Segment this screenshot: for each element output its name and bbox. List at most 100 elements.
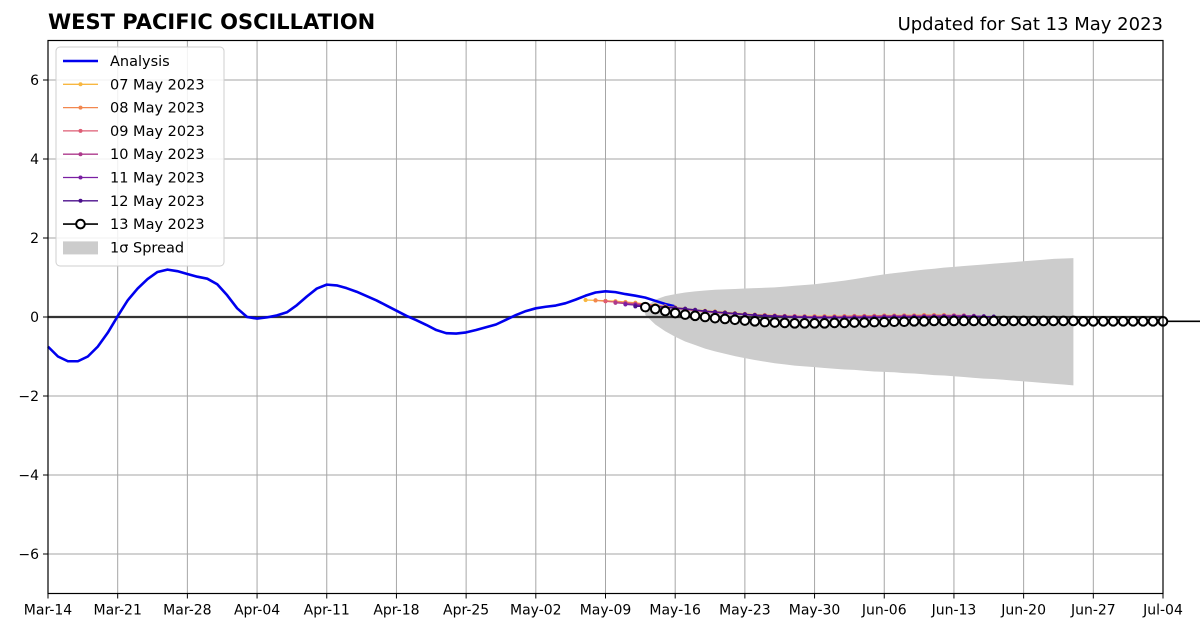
x-tick-label: May-30	[789, 603, 841, 619]
analysis-series	[47, 268, 676, 363]
x-axis: Mar-14 Mar-21 Mar-28 Apr-04 Apr-11 Apr-18 Apr-…	[24, 593, 1183, 619]
forecast-point	[769, 317, 781, 328]
legend-marker	[78, 175, 83, 180]
forecast-point	[968, 315, 980, 327]
legend-box	[55, 46, 225, 267]
y-axis: −6 −4 −2 0 2 4 6	[18, 73, 48, 563]
forecast-point	[1097, 316, 1109, 327]
legend-entry: 13 May 2023	[63, 217, 205, 233]
x-tick-label: Apr-11	[304, 603, 350, 619]
legend-entry: 09 May 2023	[63, 124, 205, 140]
forecast-point	[739, 315, 751, 326]
x-tick-label: Apr-25	[443, 603, 489, 619]
forecast-point	[699, 311, 711, 323]
x-tick-label: Jun-13	[931, 603, 977, 619]
legend-label: 07 May 2023	[110, 77, 205, 93]
forecast-point	[583, 297, 588, 303]
forecast-point	[613, 300, 618, 305]
chart-subtitle: Updated for Sat 13 May 2023	[898, 14, 1163, 35]
legend-label: 11 May 2023	[110, 171, 205, 187]
x-tick-label: Mar-28	[163, 603, 211, 619]
forecast-point	[958, 315, 970, 327]
forecast-point	[809, 318, 820, 329]
x-tick-label: May-02	[510, 603, 562, 619]
forecast-point	[649, 303, 661, 315]
legend-marker	[78, 82, 83, 87]
y-tick-label: −6	[18, 547, 39, 563]
legend-label: 1σ Spread	[110, 240, 184, 256]
x-tick-label: Mar-14	[24, 603, 72, 619]
x-tick-label: Jun-27	[1070, 603, 1116, 619]
forecast-point	[633, 304, 638, 309]
forecast-point	[948, 315, 960, 327]
forecast-point	[829, 317, 840, 329]
forecast-point	[1147, 316, 1159, 327]
y-tick-label: −4	[18, 468, 39, 484]
forecast-point	[1078, 316, 1089, 327]
y-tick-label: 0	[30, 310, 39, 326]
forecast-point	[908, 316, 920, 327]
chart-title: WEST PACIFIC OSCILLATION	[48, 10, 375, 34]
forecast-point	[819, 318, 830, 329]
y-tick-label: −2	[18, 389, 39, 405]
forecast-point	[593, 298, 598, 303]
forecast-point	[779, 317, 790, 329]
legend-marker	[78, 198, 83, 203]
forecast-point	[759, 316, 771, 328]
forecast-point	[1008, 315, 1019, 327]
forecast-point	[729, 314, 741, 326]
forecast-point	[799, 318, 810, 329]
forecast-point	[689, 310, 701, 322]
legend-label: 12 May 2023	[110, 194, 205, 210]
legend-label: 10 May 2023	[110, 147, 205, 163]
legend-entry: 11 May 2023	[63, 171, 205, 187]
x-tick-label: Mar-21	[93, 603, 141, 619]
legend: Analysis 07 May 2023 08 May 2023 09 May 202…	[55, 46, 225, 267]
legend-entry: Analysis	[63, 54, 170, 70]
forecast-point	[1058, 315, 1069, 327]
forecast-point	[640, 301, 651, 313]
forecast-point	[888, 316, 900, 328]
legend-marker	[75, 218, 86, 230]
legend-entry: 1σ Spread	[63, 240, 184, 256]
x-tick-label: Jun-06	[861, 603, 907, 619]
x-tick-label: Jul-04	[1142, 603, 1183, 619]
forecast-point	[849, 317, 860, 328]
forecast-point	[749, 316, 761, 327]
forecast-point	[719, 313, 731, 325]
forecast-point	[898, 316, 910, 328]
forecast-point	[603, 299, 608, 304]
x-tick-label: May-23	[719, 603, 771, 619]
legend-entry: 12 May 2023	[63, 194, 205, 210]
legend-entry: 08 May 2023	[63, 101, 205, 117]
forecast-series-group	[583, 297, 1200, 329]
forecast-point	[1107, 316, 1119, 327]
forecast-point	[789, 318, 800, 329]
forecast-point	[709, 312, 721, 324]
forecast-point	[1028, 315, 1039, 327]
forecast-point	[1048, 315, 1059, 327]
forecast-point	[988, 315, 1000, 327]
forecast-point	[918, 316, 930, 327]
y-tick-label: 2	[30, 231, 39, 247]
legend-entry: 07 May 2023	[63, 77, 205, 93]
y-tick-label: 4	[30, 152, 39, 168]
legend-marker	[78, 105, 83, 110]
legend-label: Analysis	[110, 54, 170, 70]
forecast-point	[669, 307, 681, 319]
x-tick-label: May-09	[580, 603, 632, 619]
legend-marker	[78, 128, 83, 133]
forecast-point	[1068, 315, 1079, 327]
y-tick-label: 6	[30, 73, 39, 89]
forecast-point	[938, 315, 950, 327]
forecast-point	[839, 317, 850, 329]
forecast-point	[998, 315, 1010, 327]
x-tick-label: May-16	[649, 603, 701, 619]
forecast-point	[679, 309, 691, 320]
legend-label: 13 May 2023	[110, 217, 205, 233]
legend-label: 08 May 2023	[110, 101, 205, 117]
forecast-point	[878, 316, 890, 328]
legend-label: 09 May 2023	[110, 124, 205, 140]
forecast-point	[928, 315, 940, 327]
